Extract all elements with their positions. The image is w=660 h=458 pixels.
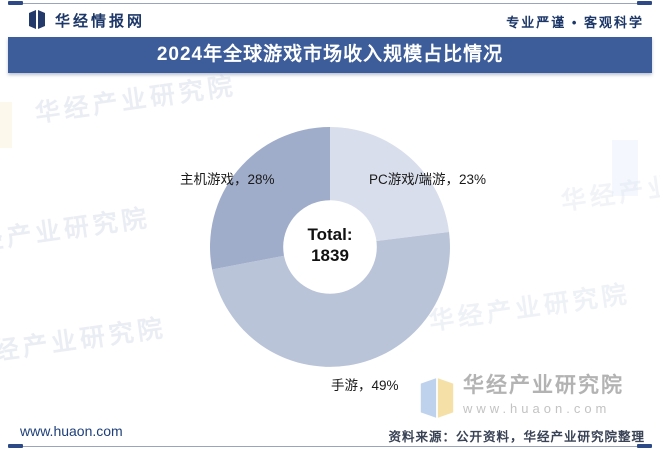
slice-label-mobile: 手游，49% [331, 378, 399, 393]
watermark-text: 华经产业研究院 [0, 203, 153, 260]
watermark-text: 华经产业研究院 [559, 159, 660, 216]
bottom-rule-left-cap [8, 444, 23, 448]
brand-logo-icon [29, 10, 45, 29]
slice-label-pc: PC游戏/端游，23% [369, 172, 487, 187]
watermark-text: 华经产业研究院 [0, 313, 169, 370]
chart-title: 2024年全球游戏市场收入规模占比情况 [8, 37, 652, 73]
footer-source: 资料来源：公开资料，华经产业研究院整理 [388, 430, 645, 444]
donut-hole [283, 200, 377, 294]
watermark-blob [612, 140, 638, 196]
brand-name: 华经情报网 [55, 13, 146, 30]
donut-chart [210, 127, 450, 367]
watermark-block: 华经产业研究院 www.huaon.com [419, 374, 624, 422]
total-label: Total: [307, 225, 353, 244]
top-rule [10, 3, 650, 4]
bottom-rule-right-cap [637, 444, 652, 448]
bottom-rule [10, 446, 650, 447]
top-rule-left-cap [8, 1, 23, 5]
watermark-company-block: 华经产业研究院 www.huaon.com [463, 374, 624, 416]
watermark-text: 华经产业研究院 [427, 279, 633, 336]
header-slogan: 专业严谨 • 客观科学 [506, 15, 644, 30]
pie-segment-手游 [212, 231, 450, 367]
watermark-text: 华经产业研究院 [33, 71, 239, 128]
watermark-logo-icon [420, 378, 454, 418]
watermark-blob [0, 102, 12, 148]
watermark-site: www.huaon.com [463, 401, 611, 416]
slice-label-console: 主机游戏，28% [180, 172, 275, 187]
top-rule-right-cap [637, 1, 652, 5]
donut-center-total: Total: 1839 [208, 224, 452, 266]
footer-website: www.huaon.com [20, 423, 123, 439]
total-value: 1839 [311, 246, 349, 265]
watermark-company: 华经产业研究院 [463, 374, 624, 397]
